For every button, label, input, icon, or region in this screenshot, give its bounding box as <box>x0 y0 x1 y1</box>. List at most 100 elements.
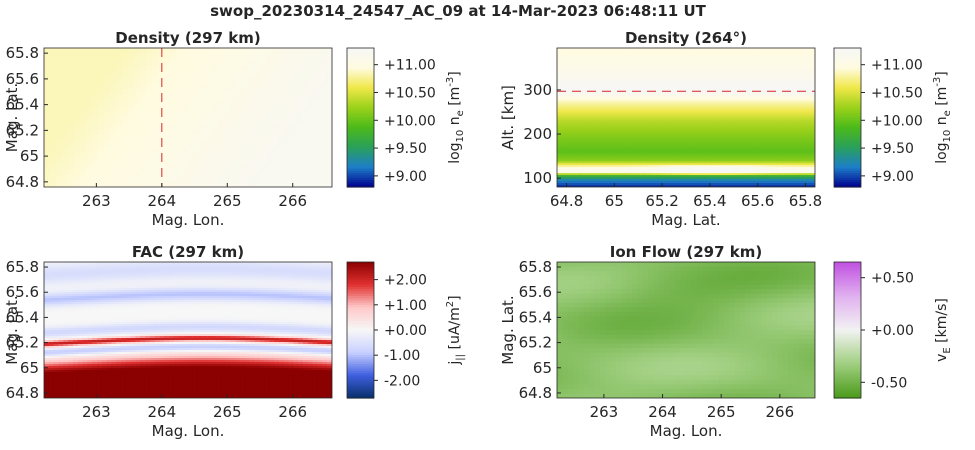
heatmap-cell <box>692 135 700 138</box>
heatmap-cell <box>272 175 279 182</box>
heatmap-cell <box>224 163 231 171</box>
heatmap-cell <box>140 100 147 107</box>
heatmap-cell <box>589 113 597 117</box>
heatmap-cell <box>128 48 135 55</box>
heatmap-cell <box>602 55 610 59</box>
heatmap-cell <box>621 93 629 97</box>
heatmap-cell <box>724 111 732 115</box>
heatmap-cell <box>63 378 69 381</box>
heatmap-cell <box>302 169 309 177</box>
heatmap-cell <box>110 82 117 90</box>
heatmap-cell <box>595 107 603 111</box>
heatmap-cell <box>608 51 616 55</box>
heatmap-cell <box>789 51 797 55</box>
heatmap-cell <box>615 171 623 174</box>
heatmap-cell <box>705 81 713 85</box>
heatmap-cell <box>595 59 603 63</box>
heatmap-cell <box>698 115 706 119</box>
heatmap-cell <box>77 370 83 373</box>
heatmap-cell <box>96 368 103 371</box>
heatmap-cell <box>92 304 98 307</box>
heatmap-cell <box>608 117 616 121</box>
heatmap-cell <box>308 163 315 171</box>
colorbar-segment <box>834 168 861 172</box>
heatmap-cell <box>110 175 117 182</box>
heatmap-cell <box>769 99 777 103</box>
heatmap-cell <box>718 167 726 170</box>
heatmap-cell <box>308 94 315 101</box>
heatmap-cell <box>53 348 59 351</box>
heatmap-cell <box>737 167 745 170</box>
heatmap-cell <box>44 294 50 297</box>
heatmap-cell <box>666 93 674 97</box>
heatmap-cell <box>653 157 661 160</box>
heatmap-cell <box>53 388 59 391</box>
heatmap-cell <box>48 350 55 353</box>
heatmap-cell <box>569 135 577 138</box>
heatmap-cell <box>589 139 597 142</box>
heatmap-cell <box>750 135 758 138</box>
heatmap-cell <box>63 330 69 333</box>
heatmap-cell <box>737 147 745 150</box>
heatmap-cell <box>44 396 50 398</box>
heatmap-cell <box>44 88 51 95</box>
heatmap-cell <box>621 67 629 71</box>
heatmap-cell <box>692 157 700 160</box>
x-tick-label: 65.4 <box>693 192 726 210</box>
heatmap-cell <box>48 286 55 289</box>
heatmap-cell <box>194 94 201 101</box>
heatmap-cell <box>686 71 694 75</box>
heatmap-cell <box>224 111 231 119</box>
heatmap-cell <box>188 65 195 72</box>
colorbar-segment <box>834 101 861 105</box>
heatmap-cell <box>615 169 623 172</box>
heatmap-cell <box>744 48 752 51</box>
heatmap-cell <box>140 175 147 182</box>
heatmap-cell <box>744 63 752 67</box>
heatmap-cell <box>44 288 50 291</box>
heatmap-cell <box>692 141 700 144</box>
heatmap-cell <box>608 175 616 178</box>
heatmap-cell <box>602 83 610 87</box>
heatmap-field <box>44 48 332 187</box>
heatmap-cell <box>176 82 183 90</box>
heatmap-cell <box>44 358 50 361</box>
heatmap-cell <box>647 51 655 55</box>
heatmap-cell <box>692 97 700 101</box>
heatmap-cell <box>634 169 642 172</box>
heatmap-cell <box>53 304 59 307</box>
heatmap-cell <box>679 115 687 119</box>
heatmap-cell <box>56 175 63 182</box>
heatmap-cell <box>62 100 69 107</box>
heatmap-cell <box>248 129 255 136</box>
heatmap-cell <box>104 111 111 119</box>
heatmap-cell <box>96 344 103 347</box>
heatmap-cell <box>58 366 64 369</box>
heatmap-cell <box>248 117 255 124</box>
heatmap-cell <box>705 61 713 65</box>
heatmap-cell <box>698 91 706 95</box>
heatmap-cell <box>640 143 648 146</box>
heatmap-cell <box>98 181 105 187</box>
heatmap-cell <box>660 53 668 57</box>
heatmap-cell <box>72 266 79 269</box>
heatmap-cell <box>653 79 661 83</box>
heatmap-cell <box>296 65 303 72</box>
heatmap-cell <box>77 306 83 309</box>
heatmap-cell <box>72 380 79 383</box>
heatmap-cell <box>686 159 694 162</box>
heatmap-cell <box>296 94 303 101</box>
heatmap-cell <box>582 159 590 162</box>
heatmap-cell <box>68 320 74 323</box>
heatmap-cell <box>724 109 732 113</box>
heatmap-cell <box>236 123 243 130</box>
heatmap-cell <box>63 352 69 355</box>
heatmap-cell <box>627 133 635 136</box>
colorbar-label: log10 ne [m-3] <box>932 71 953 164</box>
heatmap-cell <box>789 107 797 111</box>
heatmap-cell <box>582 79 590 83</box>
heatmap-cell <box>58 378 64 381</box>
heatmap-cell <box>602 109 610 113</box>
heatmap-cell <box>615 175 623 178</box>
heatmap-cell <box>48 318 55 321</box>
